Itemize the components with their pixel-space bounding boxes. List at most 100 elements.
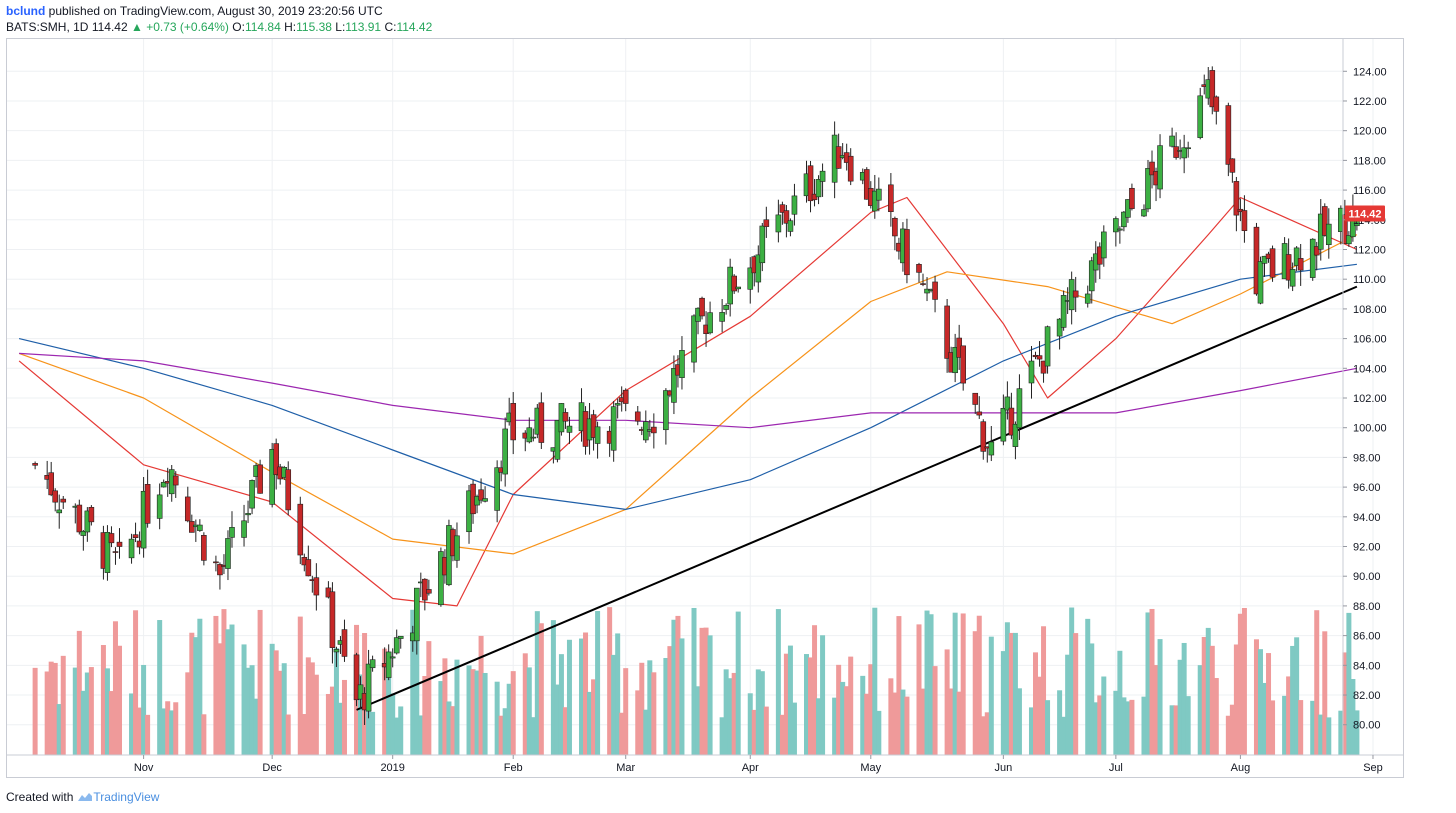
candle-body bbox=[932, 281, 938, 300]
candle-body bbox=[791, 195, 798, 215]
volume-bar bbox=[554, 684, 560, 755]
candle-body bbox=[1197, 95, 1204, 138]
volume-bar bbox=[1253, 639, 1259, 755]
volume-bar bbox=[253, 698, 259, 755]
volume-bar bbox=[333, 648, 339, 755]
candle-body bbox=[735, 286, 742, 290]
volume-bar bbox=[446, 701, 452, 755]
candle-body bbox=[671, 368, 677, 403]
volume-bar bbox=[731, 672, 737, 755]
price-tick-label: 108.00 bbox=[1353, 304, 1387, 316]
author-name[interactable]: bclund bbox=[6, 4, 46, 18]
volume-bar bbox=[48, 661, 54, 755]
tradingview-link[interactable]: TradingView bbox=[77, 790, 159, 804]
ohlc-legend: BATS:SMH, 1D 114.42 ▲ +0.73 (+0.64%) O:1… bbox=[6, 20, 432, 34]
volume-bar bbox=[534, 611, 540, 755]
candle-body bbox=[847, 155, 854, 182]
volume-bar bbox=[522, 653, 528, 755]
price-tick-label: 96.00 bbox=[1353, 482, 1381, 494]
volume-bar bbox=[185, 672, 191, 755]
volume-bar bbox=[245, 667, 251, 755]
candle-body bbox=[213, 561, 219, 564]
candle-body bbox=[763, 219, 770, 227]
time-axis[interactable]: Nov Dec 2019 Feb Mar Apr May Jun Jul Aug Sep bbox=[7, 754, 1403, 774]
candle-body bbox=[1121, 211, 1127, 228]
volume-bar bbox=[583, 632, 589, 755]
volume-bar bbox=[482, 672, 488, 755]
volume-bar bbox=[84, 672, 90, 755]
candle-body bbox=[787, 220, 794, 232]
volume-bar bbox=[876, 710, 882, 755]
candle-body bbox=[562, 412, 569, 422]
price-tick-label: 84.00 bbox=[1353, 660, 1381, 672]
volume-bar bbox=[410, 609, 416, 755]
candle-body bbox=[1129, 187, 1135, 209]
volume-bar bbox=[804, 654, 810, 755]
volume-bar bbox=[112, 621, 118, 755]
volume-bar bbox=[221, 609, 227, 755]
symbol-interval[interactable]: BATS:SMH, 1D bbox=[6, 20, 89, 34]
volume-bar bbox=[550, 620, 556, 755]
volume-bar bbox=[189, 632, 195, 755]
volume-bar bbox=[924, 610, 930, 755]
publish-line: bclund published on TradingView.com, Aug… bbox=[6, 4, 383, 18]
volume-bar bbox=[1012, 632, 1018, 755]
candle-body bbox=[257, 464, 263, 494]
candle-body bbox=[747, 267, 754, 290]
time-tick-label: Jul bbox=[1109, 762, 1123, 774]
candle-body bbox=[1297, 258, 1304, 271]
volume-bar bbox=[341, 679, 347, 755]
volume-bar bbox=[32, 667, 38, 755]
volume-bar bbox=[956, 691, 962, 755]
candle-body bbox=[759, 225, 766, 264]
trendline[interactable] bbox=[356, 285, 1358, 711]
price-tick-label: 88.00 bbox=[1353, 601, 1381, 613]
candle-body bbox=[594, 426, 601, 444]
volume-bar bbox=[1069, 607, 1075, 755]
volume-bar bbox=[960, 613, 966, 755]
candle-body bbox=[201, 535, 207, 561]
candle-body bbox=[1269, 248, 1276, 278]
moving-average-line bbox=[19, 352, 1358, 429]
volume-bar bbox=[1270, 700, 1276, 755]
candle-body bbox=[56, 509, 63, 514]
volume-bar bbox=[201, 714, 207, 755]
candle-body bbox=[1241, 210, 1248, 232]
price-chart[interactable]: 124.00122.00120.00118.00116.00114.00112.… bbox=[7, 39, 1403, 777]
volume-bar bbox=[277, 670, 283, 755]
volume-bar bbox=[193, 637, 199, 755]
price-axis[interactable]: 124.00122.00120.00118.00116.00114.00112.… bbox=[1342, 39, 1387, 755]
volume-bar bbox=[305, 657, 311, 755]
candle-body bbox=[357, 684, 364, 700]
volume-bar bbox=[1149, 608, 1155, 755]
volume-bar bbox=[695, 686, 701, 755]
volume-bar bbox=[1016, 688, 1022, 755]
volume-bar bbox=[747, 693, 753, 755]
volume-bar bbox=[844, 686, 850, 755]
volume-bar bbox=[558, 654, 564, 755]
candle-body bbox=[478, 489, 484, 501]
volume-bar bbox=[1173, 705, 1179, 755]
candle-body bbox=[530, 436, 537, 439]
volume-bar bbox=[864, 693, 870, 755]
candle-body bbox=[731, 275, 737, 292]
price-tick-label: 110.00 bbox=[1353, 274, 1386, 286]
volume-bar bbox=[133, 610, 139, 755]
candle-body bbox=[988, 441, 995, 456]
candle-body bbox=[691, 315, 697, 363]
volume-bar bbox=[1093, 702, 1099, 755]
price-tick-label: 80.00 bbox=[1353, 720, 1381, 732]
volume-bar bbox=[1201, 636, 1207, 755]
volume-bar bbox=[358, 674, 364, 755]
candle-body bbox=[1181, 147, 1187, 159]
open-label: O: bbox=[232, 20, 245, 34]
candle-body bbox=[904, 229, 910, 276]
chart-pane[interactable]: 124.00122.00120.00118.00116.00114.00112.… bbox=[6, 38, 1404, 778]
volume-bar bbox=[1169, 705, 1175, 755]
volume-bar bbox=[104, 668, 110, 755]
volume-bar bbox=[1205, 627, 1211, 755]
grid-lines bbox=[7, 39, 1374, 755]
volume-bar bbox=[1089, 643, 1095, 755]
candle-body bbox=[353, 654, 360, 701]
volume-bar bbox=[1314, 610, 1320, 755]
